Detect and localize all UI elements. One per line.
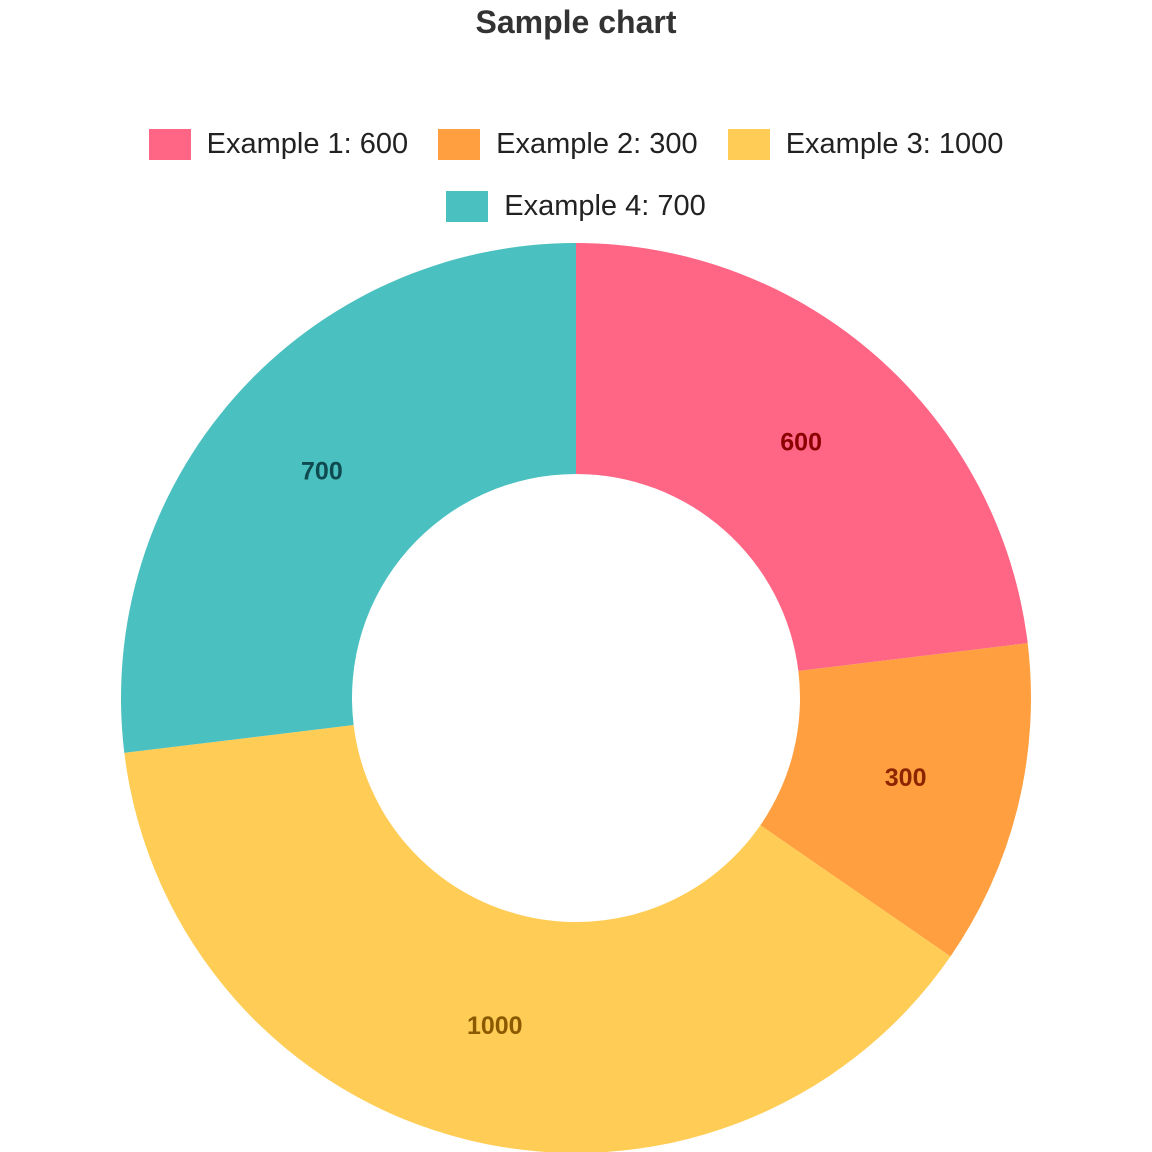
legend-item-example-4[interactable]: Example 4: 700 <box>446 190 706 223</box>
donut-slice-example-1[interactable] <box>576 243 1028 671</box>
legend-item-example-1[interactable]: Example 1: 600 <box>148 127 409 161</box>
data-label-example-2: 300 <box>885 764 927 792</box>
legend-item-example-2[interactable]: Example 2: 300 <box>438 128 698 161</box>
donut-slice-example-3[interactable] <box>124 725 951 1152</box>
legend-label-example-2: Example 2: 300 <box>496 127 698 160</box>
data-label-example-4: 700 <box>301 457 343 485</box>
donut-slice-example-4[interactable] <box>120 243 576 753</box>
legend-label-example-4: Example 4: 700 <box>504 189 706 222</box>
legend-swatch-example-1 <box>148 128 191 160</box>
legend-row-1: Example 1: 600 Example 2: 300 Example 3:… <box>0 124 1152 164</box>
legend-swatch-example-4 <box>446 190 489 222</box>
legend-label-example-1: Example 1: 600 <box>206 127 409 160</box>
legend-row-2: Example 4: 700 <box>0 186 1152 226</box>
legend-swatch-example-2 <box>438 128 481 160</box>
data-label-example-1: 600 <box>780 428 822 456</box>
legend-swatch-example-3 <box>727 128 770 160</box>
donut-slice-example-2[interactable] <box>760 643 1031 957</box>
legend-item-example-3[interactable]: Example 3: 1000 <box>727 127 1004 161</box>
chart-legend: Example 1: 600 Example 2: 300 Example 3:… <box>0 124 1152 248</box>
legend-label-example-3: Example 3: 1000 <box>785 127 1004 160</box>
chart-title: Sample chart <box>475 4 677 40</box>
data-label-example-3: 1000 <box>467 1012 523 1040</box>
